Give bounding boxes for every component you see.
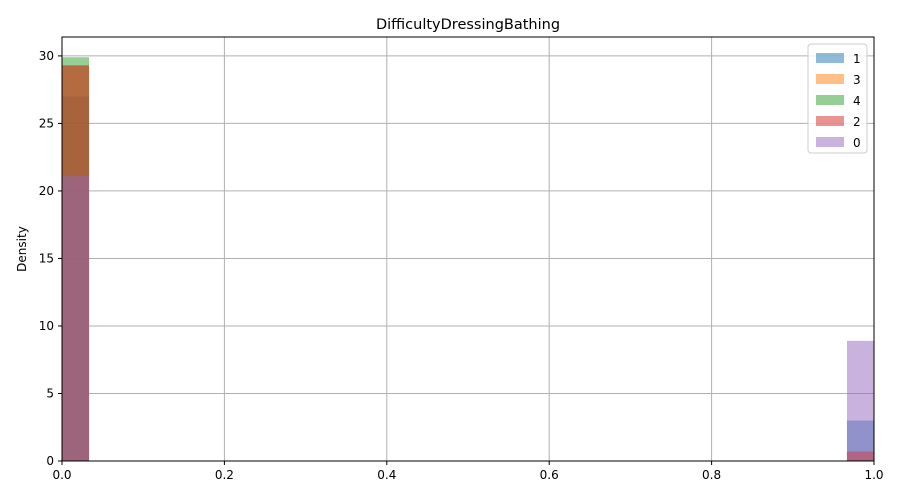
x-tick-label-3: 0.6: [540, 468, 559, 482]
y-tick-label-4: 20: [39, 184, 54, 198]
legend-label-0: 0: [853, 136, 861, 150]
x-tick-label-1: 0.2: [215, 468, 234, 482]
y-tick-label-3: 15: [39, 251, 54, 265]
legend-swatch-1: [816, 53, 844, 63]
y-axis-ticks: 0 5 10 15 20 25 30: [39, 49, 62, 468]
x-tick-label-5: 1.0: [864, 468, 883, 482]
bar-series-0-bin-0: [62, 176, 90, 461]
legend-swatch-0: [816, 137, 844, 147]
x-axis-ticks: 0.0 0.2 0.4 0.6 0.8 1.0: [52, 461, 884, 482]
y-tick-label-0: 0: [46, 454, 54, 468]
y-tick-label-1: 5: [46, 386, 54, 400]
x-tick-label-4: 0.8: [702, 468, 721, 482]
legend-label-3: 3: [853, 73, 861, 87]
legend-label-4: 4: [853, 94, 861, 108]
chart-title: DifficultyDressingBathing: [376, 17, 560, 33]
y-tick-label-2: 10: [39, 319, 54, 333]
histogram-bars: [62, 57, 874, 462]
plot-area-frame: [61, 36, 875, 462]
legend-swatch-2: [816, 116, 844, 126]
legend: 1 3 4 2 0: [807, 43, 868, 154]
x-tick-label-2: 0.4: [377, 468, 396, 482]
legend-label-1: 1: [853, 52, 861, 66]
legend-label-2: 2: [853, 115, 861, 129]
legend-swatch-4: [816, 95, 844, 105]
bar-series-0-bin-1: [846, 340, 874, 461]
y-axis-label: Density: [15, 226, 29, 272]
y-tick-label-5: 25: [39, 116, 54, 130]
x-tick-label-0: 0.0: [52, 468, 71, 482]
legend-swatch-3: [816, 74, 844, 84]
y-tick-label-6: 30: [39, 49, 54, 63]
